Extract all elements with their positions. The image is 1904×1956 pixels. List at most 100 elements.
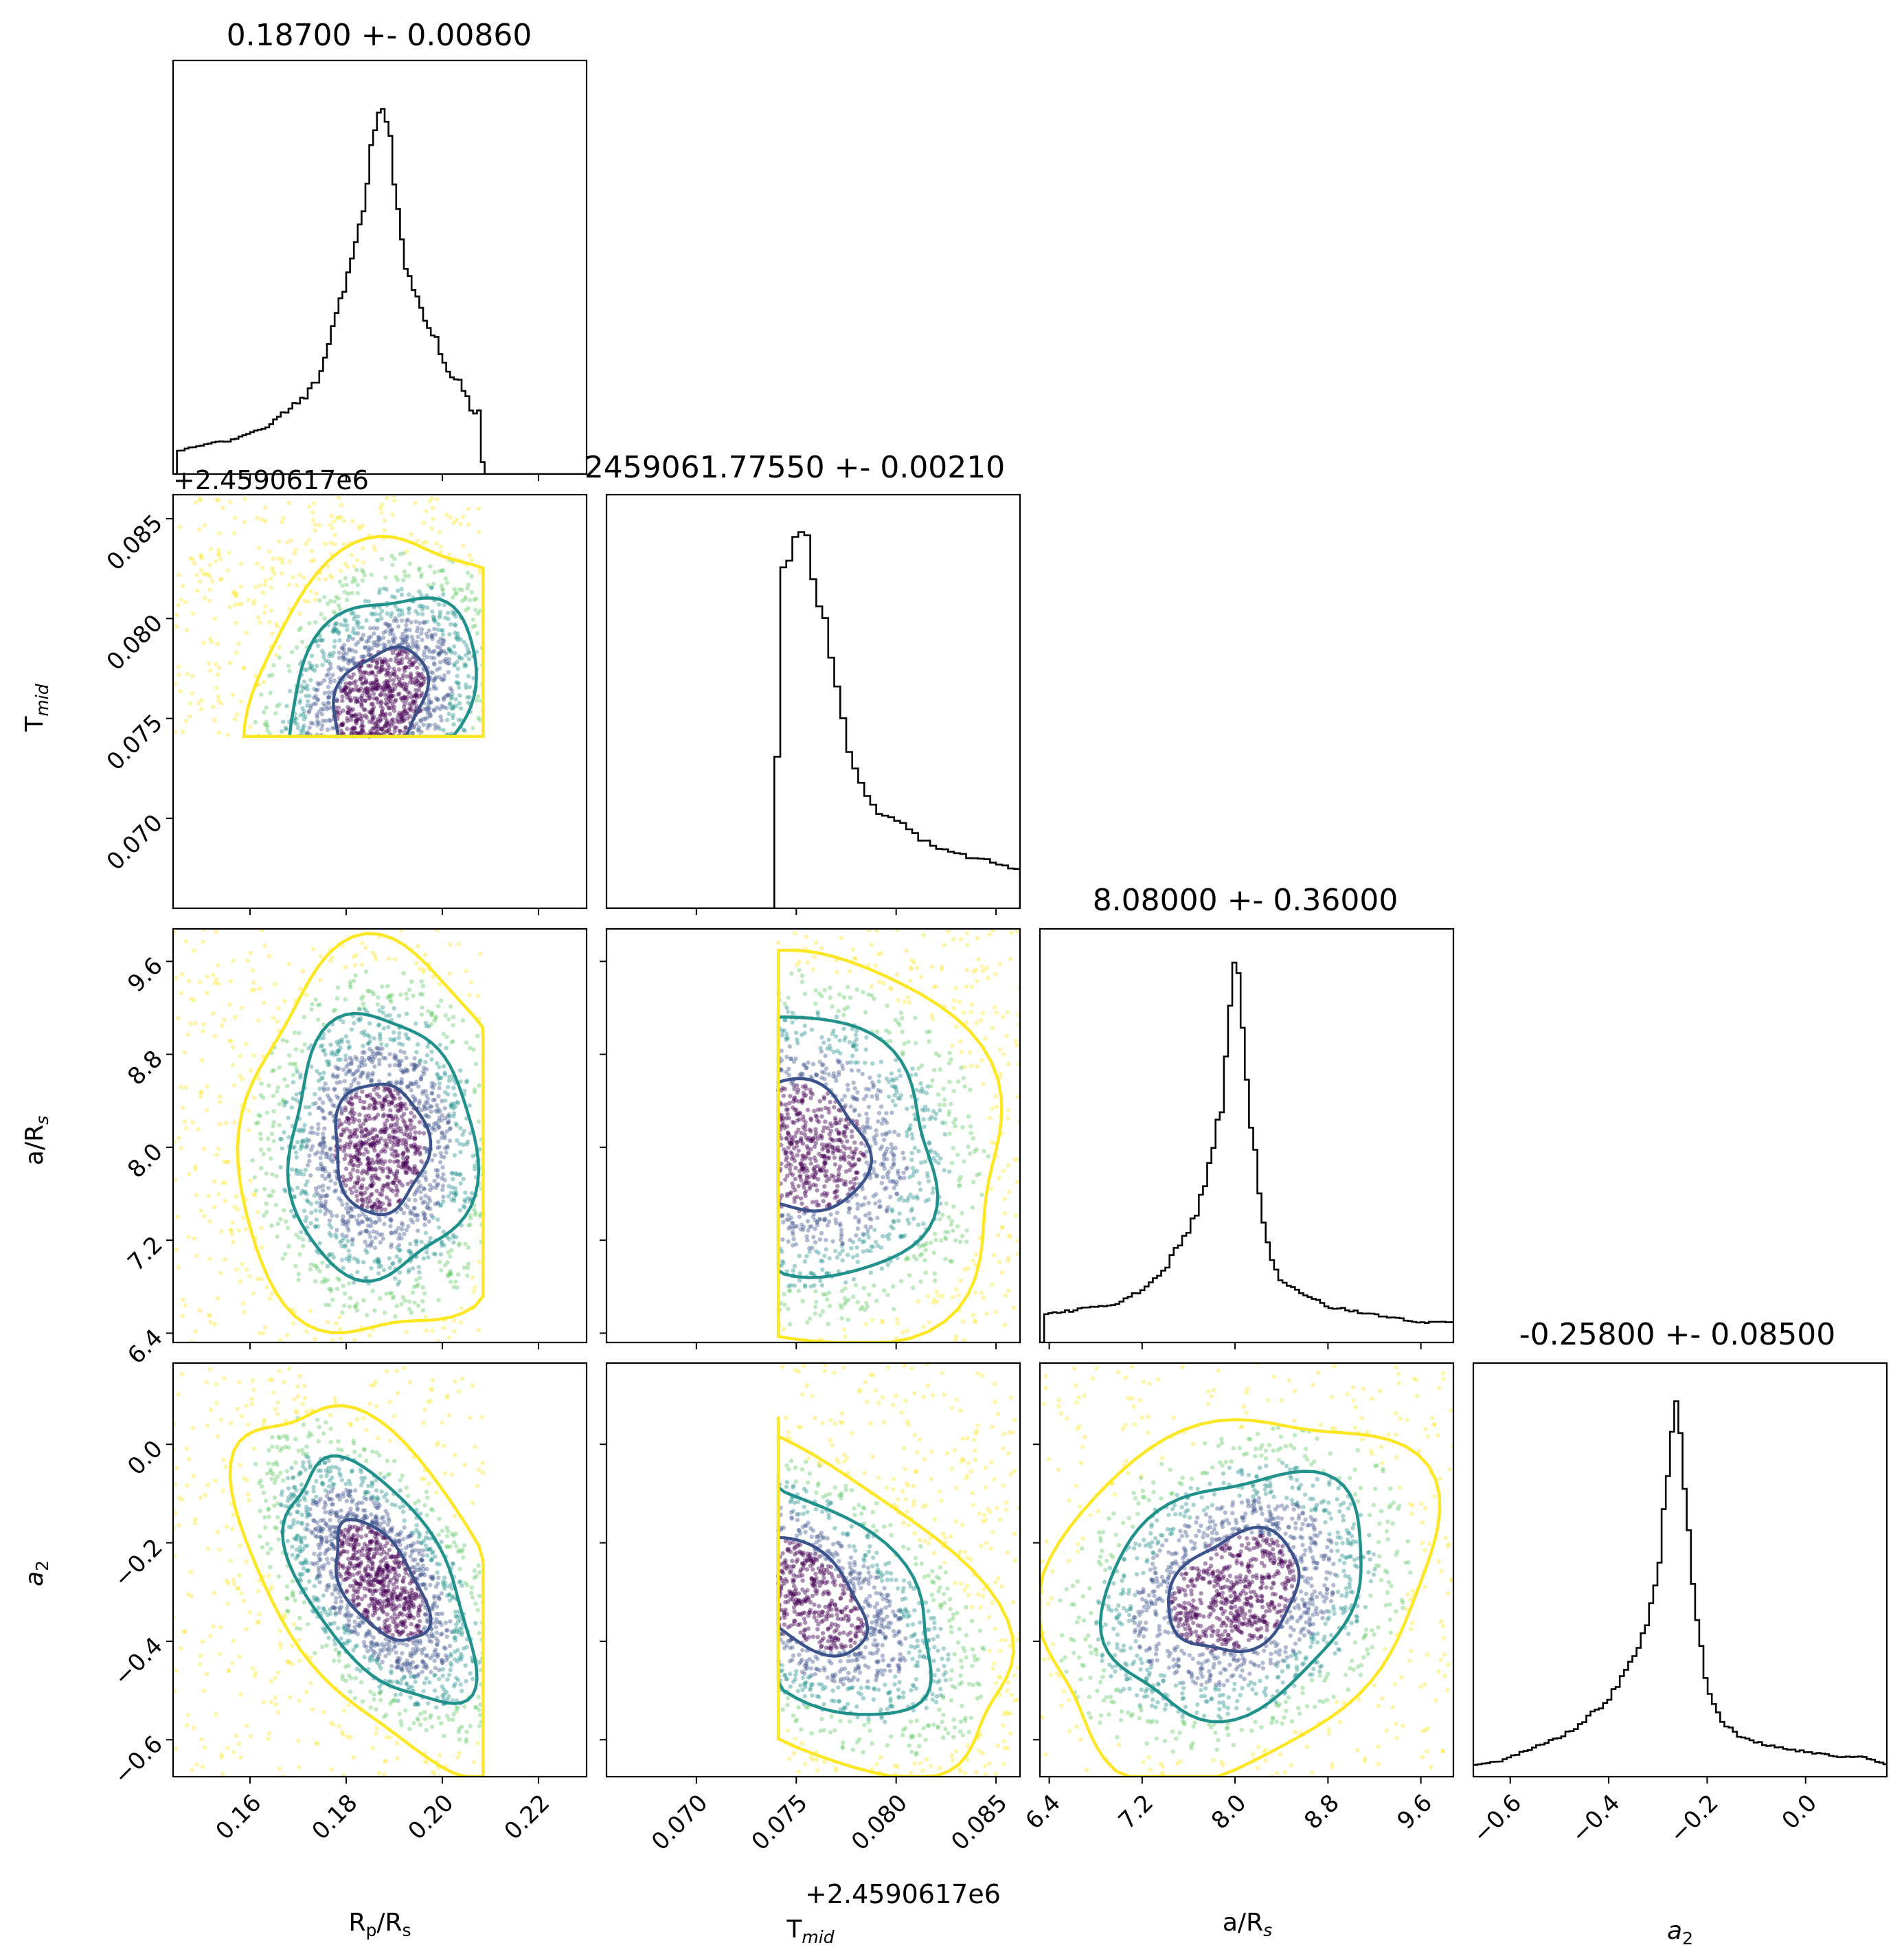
scatter-point (421, 1566, 426, 1572)
scatter-point (354, 1537, 359, 1542)
scatter-point (395, 577, 400, 583)
scatter-point (352, 1578, 357, 1583)
scatter-point (334, 594, 339, 600)
scatter-point (429, 633, 434, 639)
scatter-point (458, 1652, 464, 1656)
scatter-point (349, 1132, 354, 1137)
scatter-point (363, 1634, 368, 1639)
scatter-point (398, 1129, 404, 1134)
scatter-point (368, 1244, 373, 1248)
scatter-point (232, 515, 238, 521)
scatter-point (406, 574, 411, 578)
scatter-point (386, 1114, 392, 1118)
scatter-point (345, 1627, 350, 1632)
scatter-point (336, 1095, 341, 1101)
scatter-point (376, 1152, 381, 1157)
scatter-point (322, 1279, 328, 1284)
scatter-point (435, 1110, 440, 1114)
scatter-point (430, 1328, 435, 1334)
scatter-point (467, 1415, 473, 1420)
scatter-point (356, 1615, 361, 1620)
scatter-point (341, 1174, 345, 1179)
scatter-point (387, 674, 392, 679)
scatter-point (413, 693, 418, 698)
scatter-point (394, 1054, 398, 1059)
scatter-point (376, 1580, 382, 1584)
scatter-point (320, 649, 325, 653)
scatter-point (364, 1644, 369, 1650)
scatter-point (420, 675, 426, 679)
scatter-point (443, 1098, 448, 1103)
scatter-point (397, 1062, 403, 1067)
scatter-point (373, 1379, 378, 1384)
scatter-point (288, 1061, 293, 1066)
scatter-point (390, 1261, 396, 1266)
scatter-point (403, 640, 408, 645)
scatter-point (469, 1191, 475, 1196)
scatter-point (429, 1386, 433, 1391)
scatter-point (358, 1059, 363, 1065)
scatter-point (339, 1133, 344, 1138)
scatter-point (392, 1053, 397, 1057)
scatter-point (335, 710, 339, 715)
scatter-point (349, 552, 354, 558)
scatter-point (411, 701, 417, 706)
scatter-point (422, 649, 427, 654)
scatter-point (349, 611, 354, 616)
scatter-point (395, 1143, 400, 1147)
scatter-point (332, 1189, 337, 1194)
scatter-point (403, 695, 407, 700)
scatter-point (256, 1077, 261, 1082)
scatter-point (375, 1607, 380, 1612)
scatter-point (416, 727, 420, 732)
scatter-point (318, 1209, 323, 1214)
scatter-point (353, 649, 359, 654)
scatter-point (449, 1279, 453, 1284)
scatter-point (453, 623, 458, 628)
scatter-point (300, 726, 306, 730)
scatter-point (396, 1139, 400, 1144)
scatter-point (332, 1156, 337, 1162)
scatter-point (215, 1434, 220, 1439)
scatter-point (341, 1549, 346, 1554)
scatter-point (369, 611, 374, 616)
scatter-point (396, 1058, 401, 1064)
scatter-point (416, 1613, 421, 1618)
scatter-point (248, 1178, 253, 1183)
scatter-point (416, 1562, 420, 1567)
scatter-point (404, 1124, 409, 1129)
scatter-point (426, 1255, 431, 1260)
scatter-point (411, 1144, 417, 1149)
scatter-point (429, 1551, 435, 1555)
scatter-point (346, 1116, 351, 1122)
scatter-point (383, 621, 388, 627)
scatter-point (394, 1556, 399, 1562)
scatter-point (306, 1568, 311, 1573)
scatter-point (376, 686, 381, 691)
scatter-point (299, 1520, 304, 1525)
scatter-point (294, 645, 299, 650)
scatter-point (319, 1537, 324, 1542)
scatter-point (366, 1164, 372, 1169)
scatter-point (374, 696, 379, 701)
scatter-point (429, 1011, 434, 1016)
scatter-point (457, 1068, 463, 1073)
scatter-point (425, 710, 430, 715)
scatter-point (406, 1606, 411, 1610)
scatter-point (271, 1189, 275, 1194)
scatter-point (350, 1242, 355, 1247)
scatter-point (361, 1121, 366, 1126)
scatter-point (368, 1193, 374, 1198)
scatter-point (345, 1530, 350, 1536)
scatter-point (413, 1198, 418, 1203)
scatter-point (380, 1648, 385, 1653)
scatter-point (260, 517, 264, 522)
scatter-point (477, 952, 483, 956)
scatter-point (247, 1274, 252, 1279)
scatter-point (210, 972, 216, 978)
scatter-point (389, 628, 394, 633)
scatter-point (471, 676, 476, 681)
scatter-point (411, 1647, 416, 1652)
scatter-point (394, 618, 399, 623)
scatter-point (360, 714, 365, 719)
